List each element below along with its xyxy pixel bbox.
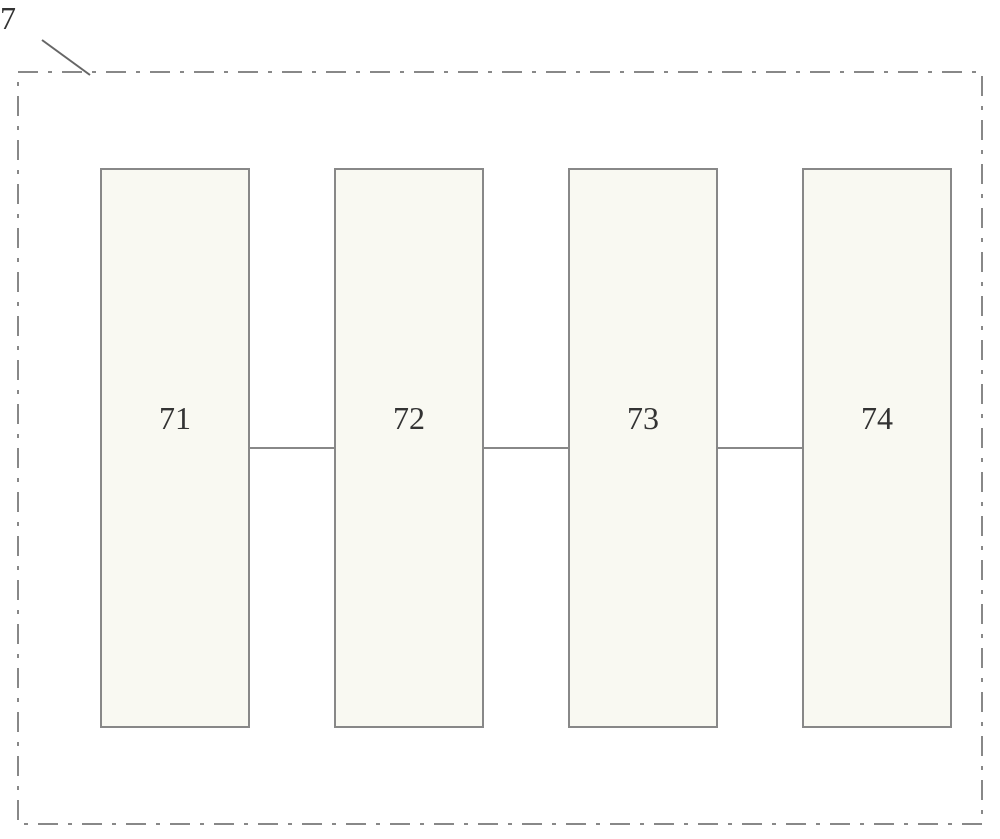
block-71-label: 71 <box>159 400 191 437</box>
leader-line <box>42 40 90 75</box>
block-74: 74 <box>802 168 952 728</box>
block-73-label: 73 <box>627 400 659 437</box>
block-72: 72 <box>334 168 484 728</box>
block-71: 71 <box>100 168 250 728</box>
block-74-label: 74 <box>861 400 893 437</box>
block-72-label: 72 <box>393 400 425 437</box>
block-73: 73 <box>568 168 718 728</box>
